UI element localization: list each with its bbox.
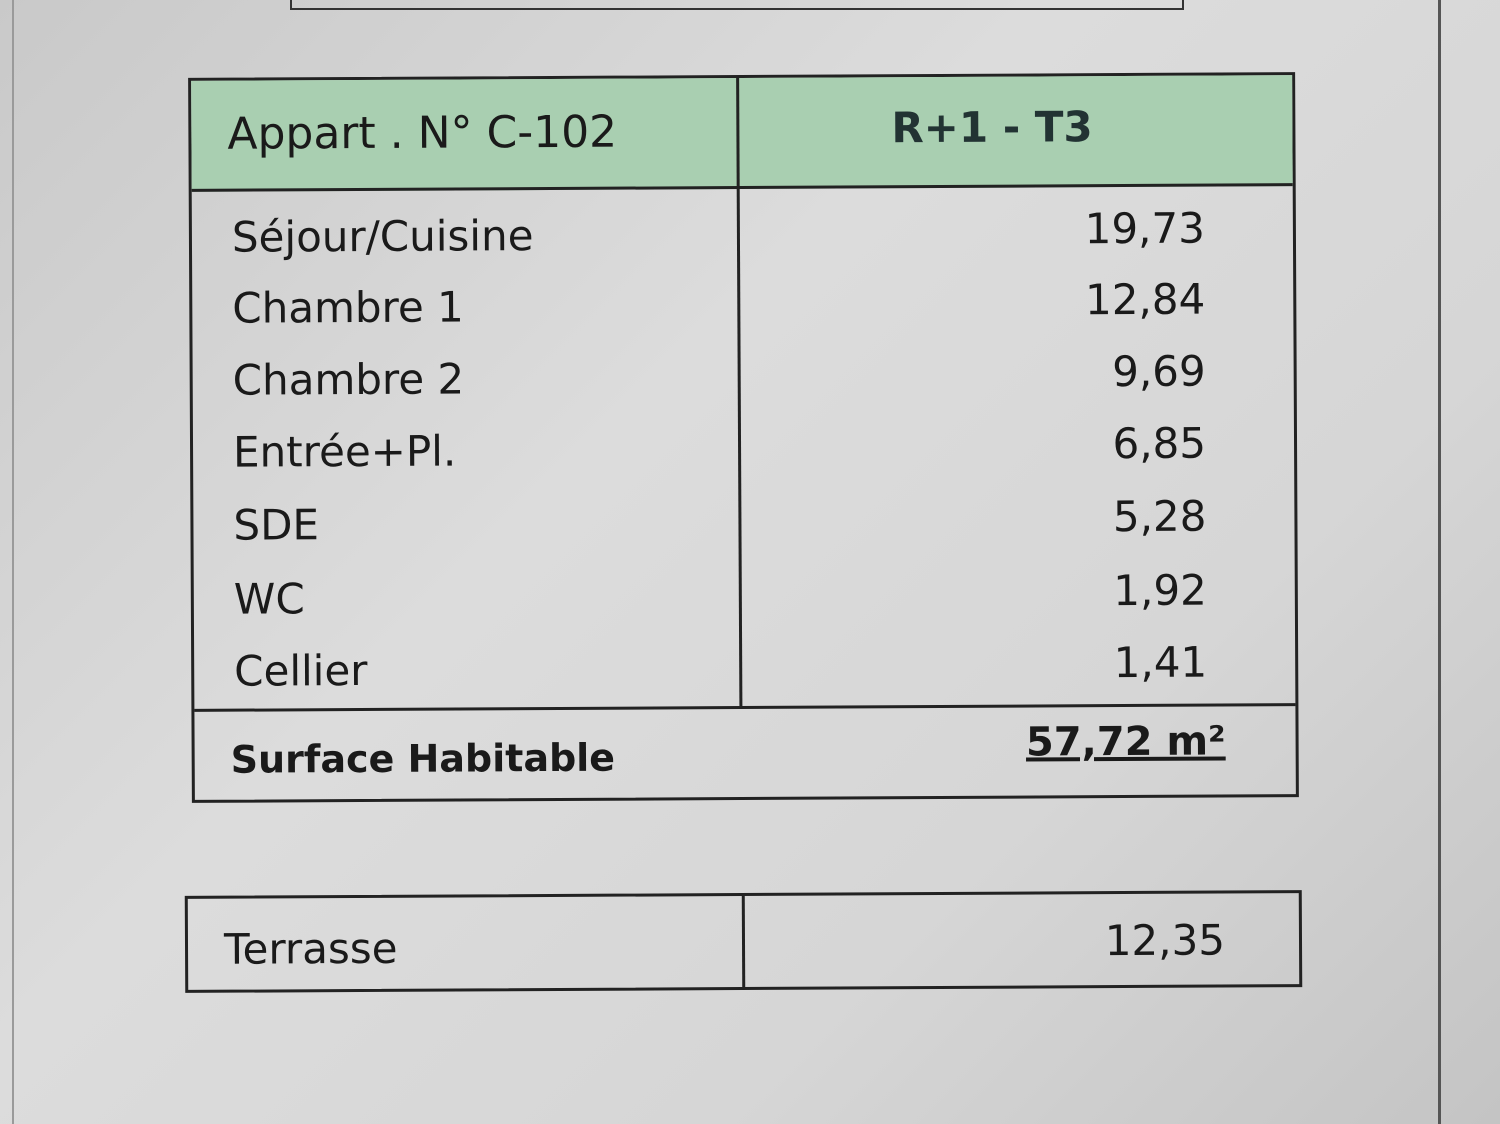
total-value: 57,72 m²	[1025, 718, 1226, 766]
total-row: Surface Habitable 57,72 m²	[194, 703, 1296, 800]
table-row: Séjour/Cuisine 19,73	[192, 197, 1293, 275]
terrace-area: 12,35	[1104, 915, 1226, 966]
table-row: WC 1,92	[194, 559, 1295, 637]
apartment-number: Appart . N° C-102	[227, 106, 618, 160]
table-row: Chambre 2 9,69	[193, 340, 1294, 418]
level-type: R+1 - T3	[891, 102, 1093, 153]
table-row: Chambre 1 12,84	[192, 268, 1293, 346]
page-edge	[290, 0, 1184, 10]
room-name: Chambre 2	[232, 354, 465, 405]
column-divider	[741, 895, 746, 988]
page-edge	[12, 0, 14, 1124]
room-name: Séjour/Cuisine	[231, 211, 534, 262]
table-row: Cellier 1,41	[194, 631, 1295, 709]
apartment-surface-table: Appart . N° C-102 R+1 - T3 Séjour/Cuisin…	[188, 72, 1299, 803]
room-area: 9,69	[1112, 346, 1206, 397]
table-header: Appart . N° C-102 R+1 - T3	[191, 75, 1293, 192]
room-name: Cellier	[234, 645, 368, 696]
table-row: SDE 5,28	[193, 485, 1294, 563]
room-area: 6,85	[1112, 418, 1207, 469]
terrace-label: Terrasse	[223, 923, 398, 974]
page-edge	[1438, 0, 1441, 1124]
total-label: Surface Habitable	[230, 735, 616, 782]
room-name: WC	[233, 574, 305, 624]
room-name: SDE	[233, 500, 320, 550]
room-name: Chambre 1	[232, 282, 464, 333]
room-area: 5,28	[1112, 491, 1207, 542]
terrace-table: Terrasse 12,35	[184, 890, 1303, 993]
room-area: 19,73	[1084, 203, 1206, 254]
room-name: Entrée+Pl.	[232, 426, 457, 477]
room-area: 12,84	[1084, 274, 1206, 325]
room-area: 1,92	[1113, 565, 1207, 616]
room-area: 1,41	[1113, 637, 1208, 688]
table-row: Entrée+Pl. 6,85	[193, 412, 1294, 490]
